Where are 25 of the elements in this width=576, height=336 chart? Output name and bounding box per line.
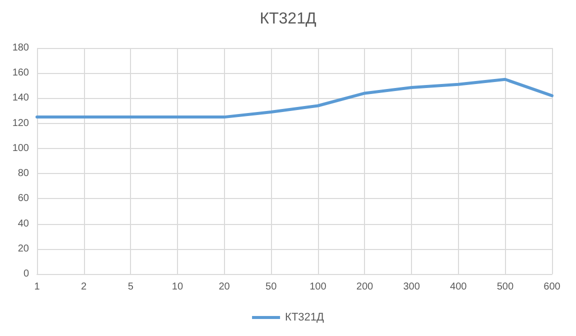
y-tick-label: 60 bbox=[18, 193, 30, 204]
y-tick-label: 120 bbox=[12, 118, 30, 129]
x-tick-label: 200 bbox=[356, 282, 374, 292]
x-tick-label: 5 bbox=[128, 282, 134, 292]
x-tick-label: 10 bbox=[172, 282, 184, 292]
y-tick-label: 20 bbox=[18, 243, 30, 254]
x-tick-label: 50 bbox=[266, 282, 278, 292]
x-tick-label: 300 bbox=[403, 282, 420, 292]
x-tick-label: 400 bbox=[450, 282, 468, 292]
y-tick-label: 180 bbox=[12, 42, 30, 54]
x-tick-label: 20 bbox=[218, 282, 230, 292]
x-tick-label: 100 bbox=[310, 282, 327, 292]
x-tick-label: 600 bbox=[544, 282, 561, 292]
y-tick-label: 80 bbox=[18, 168, 30, 180]
line-series bbox=[36, 78, 554, 119]
y-tick-label: 100 bbox=[12, 142, 30, 154]
y-tick-label: 140 bbox=[12, 92, 30, 104]
x-tick-label: 1 bbox=[34, 282, 40, 292]
chart-title: КТ321Д bbox=[260, 10, 316, 28]
y-tick-label: 160 bbox=[12, 68, 30, 79]
x-tick-label: 2 bbox=[81, 282, 88, 292]
x-tick-label: 500 bbox=[496, 282, 514, 292]
y-tick-label: 0 bbox=[23, 268, 30, 280]
y-tick-label: 40 bbox=[18, 218, 30, 230]
legend-label: КТ321Д bbox=[285, 312, 325, 324]
